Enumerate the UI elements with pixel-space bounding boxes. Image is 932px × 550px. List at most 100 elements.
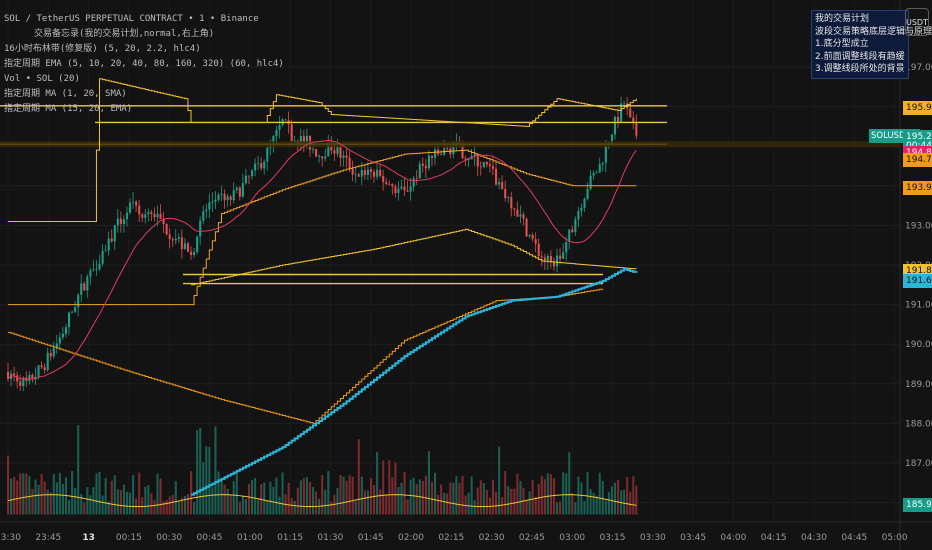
x-tick-label: 04:00 [720,533,746,543]
candle-body [284,119,287,121]
candle-body [171,239,174,241]
volume-bar [98,471,101,515]
candle-body [531,235,534,240]
volume-bar [406,499,409,515]
candle-body [275,129,278,137]
volume-bar [415,484,418,515]
candle-body [16,375,19,382]
volume-bar [510,488,513,515]
volume-bar [80,493,83,515]
candle-body [22,377,25,387]
volume-bar [156,473,159,515]
volume-bar [482,483,485,515]
volume-bar [446,493,449,515]
candle-body [113,225,116,242]
candle-body [504,189,507,199]
ema-line [191,228,637,286]
candle-body [473,154,476,157]
volume-bar [177,500,180,515]
x-tick-label: 04:45 [841,533,867,543]
candle-body [620,103,623,122]
volume-bar [376,451,379,515]
candle-body [580,207,583,211]
candle-body [617,116,620,122]
candle-body [193,252,196,256]
candle-body [168,234,171,240]
candle-body [543,257,546,261]
volume-bar [68,500,71,515]
volume-bar [77,425,80,515]
candle-body [424,165,427,169]
y-tick-label: 191.00 [905,301,932,311]
volume-bar [186,493,190,515]
candle-body [238,187,241,197]
volume-bar [495,491,498,515]
x-tick-label: 13 [82,533,95,543]
volume-bar [336,488,339,515]
volume-bar [13,476,16,515]
volume-bar [138,472,141,515]
x-tick-label: 05:00 [882,533,908,543]
candle-body [571,229,574,233]
candle-body [327,142,330,157]
candle-body [58,337,61,344]
volume-bar [40,473,43,515]
candle-body [525,218,528,237]
candle-body [479,166,482,168]
volume-bar [623,489,626,515]
volume-bar [95,473,98,515]
volume-bar [174,481,177,515]
volume-bar [354,501,357,515]
note-line: 1.底分型成立 [815,39,869,49]
volume-bar [183,495,186,515]
volume-bar [382,460,385,515]
indicator-legend: SOL / TetherUS PERPETUAL CONTRACT • 1 • … [4,12,284,117]
volume-bar [626,476,629,515]
candle-body [95,269,98,271]
volume-bar [278,496,281,515]
candle-body [394,186,397,194]
candle-body [46,352,49,371]
y-tick-label: 197.00 [905,63,932,73]
volume-bar [43,481,46,515]
candle-body [80,283,83,295]
candle-body [64,327,68,334]
candle-body [244,175,247,184]
candle-body [379,169,382,176]
volume-bars [7,425,638,515]
candle-body [202,211,205,221]
candle-body [61,333,64,338]
volume-bar [193,502,196,515]
x-tick-label: 02:15 [438,533,464,543]
ema-line [191,267,638,496]
candle-body [354,174,357,176]
candle-body [165,223,168,235]
x-tick-label: 00:15 [116,533,142,543]
candle-body [31,374,34,380]
volume-bar [19,473,22,515]
candle-body [119,218,122,224]
volume-bar [339,475,342,515]
candle-body [138,205,141,215]
indicator-ema: 指定周期 EMA (5, 10, 20, 40, 80, 160, 320) (… [4,59,284,69]
candle-body [107,238,110,251]
volume-bar [16,480,19,515]
volume-bar [607,492,610,515]
candle-body [43,367,46,371]
candle-body [229,196,232,201]
x-tick-label: 01:30 [317,533,343,543]
volume-bar [104,478,107,515]
volume-bar [74,488,77,515]
volume-bar [315,491,318,515]
volume-bar [366,490,369,515]
candle-body [147,211,150,215]
candle-body [452,146,455,155]
volume-bar [635,485,638,515]
volume-bar [83,502,86,515]
candle-body [516,209,519,217]
candle-body [427,155,430,169]
candle-body [635,122,638,136]
candle-body [528,235,531,237]
volume-bar [308,482,312,515]
currency-button[interactable]: USDT [905,8,929,36]
